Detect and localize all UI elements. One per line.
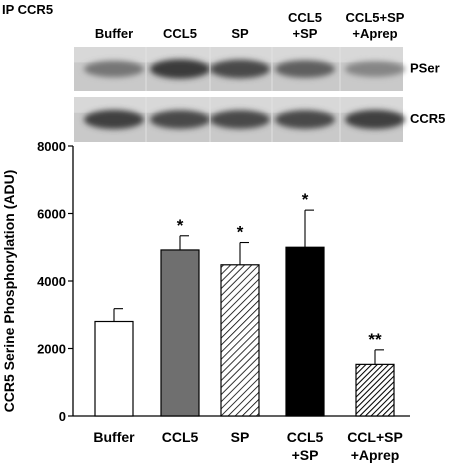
y-tick-label: 6000 — [37, 207, 66, 222]
blot-band — [210, 59, 270, 79]
blot-lane-label: SP — [231, 26, 249, 41]
blot-lane-label: CCL5 — [288, 10, 322, 25]
blot-lane-label: CCL5+SP — [346, 10, 405, 25]
bar — [285, 246, 325, 417]
x-tick-label: Buffer — [93, 429, 135, 445]
y-tick-label: 2000 — [37, 342, 66, 357]
western-blot: PSer CCR5 — [74, 47, 445, 142]
blot-lane-label: +Aprep — [352, 26, 397, 41]
bar — [160, 249, 200, 417]
blot-lane-label: CCL5 — [163, 26, 197, 41]
y-tick-label: 4000 — [37, 274, 66, 289]
panel-label: IP CCR5 — [2, 2, 53, 17]
blot-band — [84, 60, 144, 78]
blot-band — [345, 109, 405, 130]
blot-strip-label: CCR5 — [410, 111, 445, 126]
blot-lane-label: +SP — [293, 26, 318, 41]
blot-band — [150, 110, 210, 129]
blot-band — [275, 60, 335, 78]
significance-marker: * — [302, 190, 309, 209]
blot-band — [210, 110, 270, 129]
blot-sheen — [74, 47, 403, 63]
blot-band — [150, 59, 210, 79]
significance-marker: * — [237, 223, 244, 242]
y-axis-label: CCR5 Serine Phosphorylation (ADU) — [1, 170, 17, 413]
blot-sheen — [74, 97, 403, 113]
y-axis: 0 2000 4000 6000 8000 — [37, 139, 410, 424]
significance-marker: * — [177, 216, 184, 235]
bar-series: * **** — [94, 190, 395, 417]
x-tick-label: CCL+SP — [347, 429, 403, 445]
bar — [94, 320, 134, 417]
blot-strip-label: PSer — [410, 61, 440, 76]
x-tick-label: +SP — [292, 447, 319, 463]
y-tick-label: 0 — [59, 409, 66, 424]
blot-band — [84, 109, 144, 130]
blot-lane-label: Buffer — [95, 26, 133, 41]
bar — [220, 264, 260, 417]
blot-band — [275, 110, 335, 129]
x-tick-label: CCL5 — [162, 429, 199, 445]
significance-marker: ** — [368, 330, 382, 349]
y-tick-label: 8000 — [37, 139, 66, 154]
x-axis-labels: Buffer CCL5 SP CCL5 +SP CCL+SP +Aprep — [93, 429, 402, 463]
x-tick-label: +Aprep — [351, 447, 400, 463]
bar — [355, 363, 395, 417]
blot-strip: CCR5 — [74, 97, 445, 142]
x-tick-label: CCL5 — [287, 429, 324, 445]
x-tick-label: SP — [231, 429, 250, 445]
blot-strip: PSer — [74, 47, 440, 91]
blot-band — [345, 61, 405, 77]
